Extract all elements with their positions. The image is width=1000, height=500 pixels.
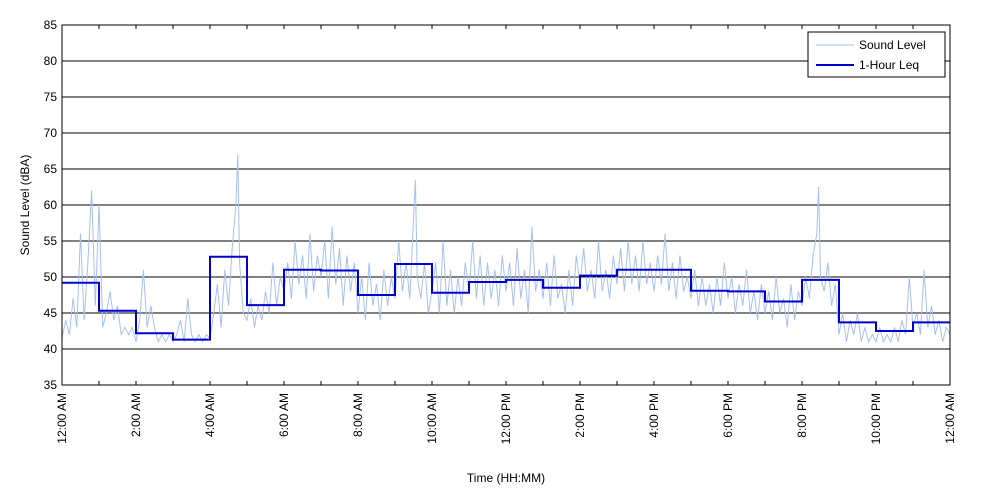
y-tick-label: 35 bbox=[44, 378, 58, 392]
x-tick-label: 4:00 AM bbox=[203, 393, 217, 437]
y-tick-label: 55 bbox=[44, 234, 58, 248]
x-tick-label: 10:00 AM bbox=[425, 393, 439, 444]
legend-box bbox=[807, 31, 946, 78]
y-tick-label: 40 bbox=[44, 342, 58, 356]
x-tick-label: 12:00 AM bbox=[943, 393, 957, 444]
x-axis-title: Time (HH:MM) bbox=[467, 471, 545, 485]
y-tick-label: 65 bbox=[44, 162, 58, 176]
y-axis-ticks: 35 40 45 50 55 60 65 70 75 80 85 bbox=[44, 18, 950, 392]
y-tick-label: 75 bbox=[44, 90, 58, 104]
legend-label-leq: 1-Hour Leq bbox=[859, 58, 919, 72]
y-tick-label: 50 bbox=[44, 270, 58, 284]
x-tick-label: 8:00 AM bbox=[351, 393, 365, 437]
y-tick-label: 60 bbox=[44, 198, 58, 212]
y-axis-title: Sound Level (dBA) bbox=[18, 155, 32, 256]
x-tick-label: 6:00 AM bbox=[277, 393, 291, 437]
x-tick-label: 12:00 AM bbox=[55, 393, 69, 444]
x-tick-label: 8:00 PM bbox=[795, 393, 809, 438]
x-tick-label: 2:00 PM bbox=[573, 393, 587, 438]
y-tick-label: 85 bbox=[44, 18, 58, 32]
x-tick-label: 4:00 PM bbox=[647, 393, 661, 438]
leq-series bbox=[62, 255, 950, 341]
legend-label-sound-level: Sound Level bbox=[859, 38, 926, 52]
x-axis-ticks: 12:00 AM 2:00 AM 4:00 AM 6:00 AM 8:00 AM 10:0… bbox=[55, 25, 957, 444]
x-tick-label: 10:00 PM bbox=[869, 393, 883, 444]
y-tick-label: 45 bbox=[44, 306, 58, 320]
y-tick-label: 70 bbox=[44, 126, 58, 140]
legend: Sound Level 1-Hour Leq bbox=[807, 31, 946, 78]
y-tick-label: 80 bbox=[44, 54, 58, 68]
leq-step-line bbox=[62, 255, 950, 341]
x-tick-label: 6:00 PM bbox=[721, 393, 735, 438]
sound-level-series bbox=[61, 154, 951, 344]
x-tick-label: 2:00 AM bbox=[129, 393, 143, 437]
x-tick-label: 12:00 PM bbox=[499, 393, 513, 444]
sound-level-line bbox=[61, 154, 951, 344]
